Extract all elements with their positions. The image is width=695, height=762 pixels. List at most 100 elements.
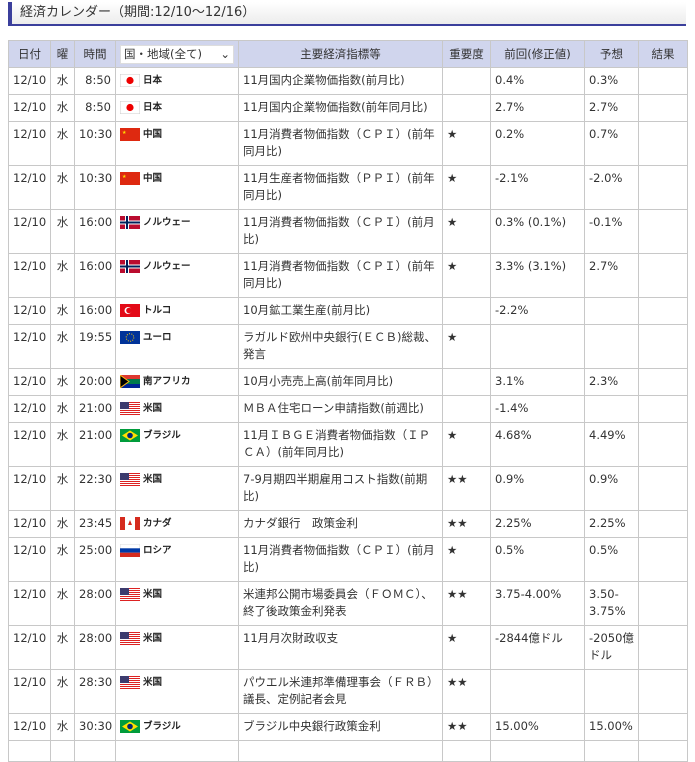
date-cell: 12/10	[8, 510, 51, 538]
indicator-cell: 11月消費者物価指数（ＣＰＩ）(前月比)	[238, 209, 443, 254]
country-name: 米国	[143, 633, 163, 644]
title-underline	[8, 24, 686, 26]
table-row: 12/10 水 28:00 米国 11月月次財政収支 ★ -2844億ドル -2050億ドル	[8, 625, 688, 670]
day-cell: 水	[50, 297, 75, 325]
previous-cell	[490, 669, 585, 714]
chevron-down-icon: ⌄	[220, 46, 230, 61]
time-cell: 10:30	[74, 165, 116, 210]
time-cell: 28:30	[74, 669, 116, 714]
day-cell: 水	[50, 581, 75, 626]
indicator-cell: ラガルド欧州中央銀行(ＥＣＢ)総裁、発言	[238, 324, 443, 369]
previous-cell: 0.5%	[490, 537, 585, 582]
importance-stars: ★★	[442, 466, 491, 511]
country-name: カナダ	[143, 518, 172, 529]
previous-cell: -2.1%	[490, 165, 585, 210]
header-previous: 前回(修正値)	[490, 40, 585, 68]
forecast-cell: -2.0%	[584, 165, 639, 210]
empty-cell	[8, 740, 51, 762]
country-name: 日本	[143, 75, 163, 86]
importance-stars	[442, 94, 491, 122]
empty-cell	[638, 740, 688, 762]
day-cell: 水	[50, 713, 75, 741]
date-cell: 12/10	[8, 581, 51, 626]
page-title: 経済カレンダー（期間:12/10〜12/16）	[8, 2, 686, 24]
forecast-cell: 0.9%	[584, 466, 639, 511]
day-cell: 水	[50, 67, 75, 95]
us-flag-icon	[120, 632, 140, 645]
importance-stars: ★★	[442, 581, 491, 626]
header-time: 時間	[74, 40, 116, 68]
result-cell	[638, 669, 688, 714]
south-africa-flag-icon	[119, 374, 140, 389]
china-flag-icon: ★	[120, 128, 140, 141]
header-date: 日付	[8, 40, 51, 68]
empty-cell	[115, 740, 239, 762]
forecast-cell: 2.7%	[584, 253, 639, 298]
result-cell	[638, 537, 688, 582]
us-flag-icon	[120, 473, 140, 486]
forecast-cell: 2.3%	[584, 368, 639, 396]
forecast-cell: 2.25%	[584, 510, 639, 538]
importance-stars: ★	[442, 165, 491, 210]
indicator-cell: ブラジル中央銀行政策金利	[238, 713, 443, 741]
country-select-value: 国・地域(全て)	[124, 46, 202, 61]
importance-stars: ★	[442, 209, 491, 254]
day-cell: 水	[50, 324, 75, 369]
importance-stars: ★★	[442, 713, 491, 741]
importance-stars	[442, 297, 491, 325]
forecast-cell	[584, 324, 639, 369]
previous-cell: 0.2%	[490, 121, 585, 166]
date-cell: 12/10	[8, 537, 51, 582]
country-cell: ノルウェー	[115, 253, 239, 298]
country-select[interactable]: 国・地域(全て) ⌄	[120, 44, 234, 64]
country-name: 中国	[143, 129, 163, 140]
importance-stars: ★	[442, 253, 491, 298]
time-cell: 20:00	[74, 368, 116, 396]
country-name: 米国	[143, 474, 163, 485]
forecast-cell: 0.7%	[584, 121, 639, 166]
forecast-cell: 0.3%	[584, 67, 639, 95]
date-cell: 12/10	[8, 94, 51, 122]
country-cell: ★ 中国	[115, 165, 239, 210]
header-indicator: 主要経済指標等	[238, 40, 443, 68]
day-cell: 水	[50, 209, 75, 254]
result-cell	[638, 368, 688, 396]
forecast-cell: 4.49%	[584, 422, 639, 467]
country-cell: ★ 中国	[115, 121, 239, 166]
us-flag-icon	[120, 402, 140, 415]
turkey-flag-icon	[120, 304, 140, 317]
table-row: 12/10 水 19:55 ユーロ ラガルド欧州中央銀行(ＥＣＢ)総裁、発言 ★	[8, 324, 688, 369]
indicator-cell: 11月ＩＢＧＥ消費者物価指数（ＩＰＣＡ）(前年同月比)	[238, 422, 443, 467]
date-cell: 12/10	[8, 324, 51, 369]
country-name: 米国	[143, 589, 163, 600]
indicator-cell: 11月国内企業物価指数(前年同月比)	[238, 94, 443, 122]
importance-stars	[442, 395, 491, 423]
indicator-cell: 11月国内企業物価指数(前月比)	[238, 67, 443, 95]
time-cell: 19:55	[74, 324, 116, 369]
indicator-cell: カナダ銀行 政策金利	[238, 510, 443, 538]
importance-stars	[442, 368, 491, 396]
country-cell: 米国	[115, 669, 239, 714]
time-cell: 16:00	[74, 297, 116, 325]
empty-cell	[50, 740, 75, 762]
importance-stars: ★	[442, 121, 491, 166]
time-cell: 21:00	[74, 422, 116, 467]
country-name: ブラジル	[143, 430, 181, 441]
result-cell	[638, 297, 688, 325]
day-cell: 水	[50, 422, 75, 467]
previous-cell: 3.1%	[490, 368, 585, 396]
time-cell: 25:00	[74, 537, 116, 582]
time-cell: 28:00	[74, 625, 116, 670]
country-name: 米国	[143, 677, 163, 688]
importance-stars: ★	[442, 625, 491, 670]
previous-cell: 15.00%	[490, 713, 585, 741]
header-row: 日付 曜 時間 国・地域(全て) ⌄ 主要経済指標等 重要度 前回(修正値) 予想…	[8, 40, 688, 68]
brazil-flag-icon	[120, 429, 140, 442]
day-cell: 水	[50, 625, 75, 670]
previous-cell: 4.68%	[490, 422, 585, 467]
country-name: 南アフリカ	[143, 376, 191, 387]
day-cell: 水	[50, 253, 75, 298]
previous-cell: 0.9%	[490, 466, 585, 511]
result-cell	[638, 94, 688, 122]
time-cell: 23:45	[74, 510, 116, 538]
